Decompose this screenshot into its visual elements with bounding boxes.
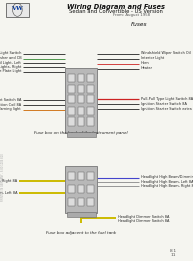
Bar	[87, 74, 94, 82]
Text: Ignition Starter Switch extra: Ignition Starter Switch extra	[141, 106, 191, 111]
Bar	[68, 107, 75, 115]
Bar	[68, 117, 75, 126]
Text: Ignition Coil 8A: Ignition Coil 8A	[0, 103, 21, 107]
Text: Fuses: Fuses	[131, 22, 147, 27]
Text: Tail Lights, Right: Tail Lights, Right	[0, 65, 21, 69]
Text: 8-1
11: 8-1 11	[170, 249, 177, 257]
Bar	[78, 95, 85, 103]
Text: Windshield Wiper Switch Oil: Windshield Wiper Switch Oil	[141, 51, 190, 55]
Bar	[78, 117, 85, 126]
Text: Headlight High Beam, Left 8A: Headlight High Beam, Left 8A	[141, 180, 193, 184]
Text: Flasher and CB: Flasher and CB	[0, 56, 21, 60]
Text: Fuse box adjacent to the fuel tank: Fuse box adjacent to the fuel tank	[46, 231, 116, 235]
Bar	[87, 107, 94, 115]
Text: Headlight Dimmer Switch 8A: Headlight Dimmer Switch 8A	[118, 215, 169, 219]
Bar	[68, 198, 75, 206]
Bar	[78, 185, 85, 193]
Text: Fuse box on the back of the Instrument panel: Fuse box on the back of the Instrument p…	[34, 130, 128, 135]
Bar	[87, 85, 94, 93]
Bar	[87, 172, 94, 180]
Text: Sedan and Convertible - US Version: Sedan and Convertible - US Version	[69, 9, 163, 14]
Text: VW: VW	[11, 6, 23, 11]
Text: Headlight Dimmer Switch 8A: Headlight Dimmer Switch 8A	[118, 219, 169, 223]
Text: PRINTED IN GERMANY - S 80 1006 810: PRINTED IN GERMANY - S 80 1006 810	[2, 154, 5, 201]
Bar	[65, 166, 97, 213]
Text: Headlight Low Beam, Left 8A: Headlight Low Beam, Left 8A	[0, 191, 17, 195]
Bar	[68, 85, 75, 93]
Text: Headlight Low Beam, Right 8A: Headlight Low Beam, Right 8A	[0, 179, 17, 183]
Text: License Plate Light: License Plate Light	[0, 69, 21, 73]
Bar	[87, 185, 94, 193]
Bar	[68, 172, 75, 180]
Bar	[78, 74, 85, 82]
Text: Stop Light Switch: Stop Light Switch	[0, 51, 21, 55]
Text: Back-Pull Type Light Switch 8A: Back-Pull Type Light Switch 8A	[0, 98, 21, 102]
Text: Warning light: Warning light	[0, 107, 21, 111]
Text: Headlight High Beam, Right 8A: Headlight High Beam, Right 8A	[141, 184, 193, 188]
Bar	[87, 117, 94, 126]
Text: Headlight High Beam/Dimming Light: Headlight High Beam/Dimming Light	[141, 175, 193, 180]
Text: Wiring Diagram and Fuses: Wiring Diagram and Fuses	[67, 4, 165, 10]
Bar	[78, 107, 85, 115]
Bar	[65, 68, 97, 133]
Text: Ignition Starter Switch 8A: Ignition Starter Switch 8A	[141, 102, 187, 106]
Bar	[68, 74, 75, 82]
Bar	[67, 212, 96, 217]
Bar	[6, 3, 29, 17]
Bar	[87, 95, 94, 103]
Bar	[78, 85, 85, 93]
Bar	[78, 172, 85, 180]
Text: Horn: Horn	[141, 61, 150, 66]
Bar	[78, 198, 85, 206]
Text: Interior Light: Interior Light	[141, 56, 164, 60]
Text: Heater: Heater	[141, 66, 153, 70]
Bar	[87, 198, 94, 206]
Bar	[67, 132, 96, 137]
Bar	[68, 185, 75, 193]
Text: Tail Light, Left: Tail Light, Left	[0, 61, 21, 65]
Text: Pull-Pull Type Light Switch 8A: Pull-Pull Type Light Switch 8A	[141, 97, 193, 101]
Text: From: August 1958: From: August 1958	[113, 13, 150, 17]
Bar	[68, 95, 75, 103]
